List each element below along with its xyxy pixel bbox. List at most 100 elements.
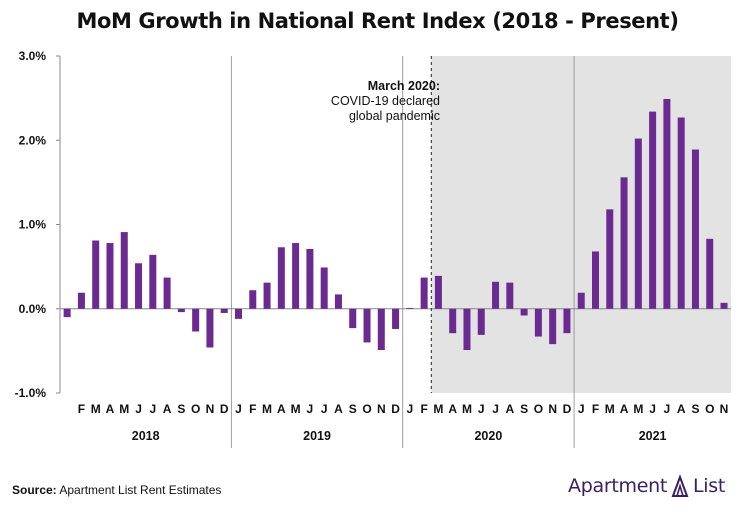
bar: [563, 308, 571, 334]
month-label: D: [563, 402, 572, 416]
bar: [292, 243, 300, 309]
month-label: A: [163, 402, 172, 416]
month-label: M: [91, 402, 101, 416]
bar: [534, 308, 542, 337]
year-label: 2019: [303, 429, 331, 443]
month-label: J: [578, 402, 585, 416]
bar: [92, 240, 100, 309]
bar: [63, 308, 71, 318]
month-label: J: [149, 402, 156, 416]
shaded-pandemic-region: [431, 56, 731, 393]
month-label: S: [349, 402, 357, 416]
month-label: A: [620, 402, 629, 416]
bar: [363, 308, 371, 343]
bar: [249, 290, 257, 309]
month-label: O: [705, 402, 714, 416]
month-label: M: [605, 402, 615, 416]
bar: [263, 282, 271, 309]
bar-layer: [63, 98, 728, 351]
month-label: F: [78, 402, 85, 416]
y-tick-label: 2.0%: [19, 133, 47, 147]
source-note: Source: Apartment List Rent Estimates: [12, 483, 221, 497]
y-tick-label: 0.0%: [19, 302, 47, 316]
brand-mark-icon: [671, 474, 689, 497]
month-label: M: [119, 402, 129, 416]
bar: [320, 267, 328, 309]
annotation-layer: March 2020: COVID-19 declared global pan…: [331, 56, 440, 393]
bar: [177, 308, 185, 313]
month-label: N: [548, 402, 557, 416]
bar: [520, 308, 528, 316]
year-label: 2021: [639, 429, 667, 443]
annotation-line-2: COVID-19 declared: [331, 94, 440, 108]
bar: [334, 294, 342, 309]
month-label: M: [433, 402, 443, 416]
month-label: F: [249, 402, 256, 416]
bar: [663, 98, 671, 309]
month-label: D: [391, 402, 400, 416]
month-label: J: [135, 402, 142, 416]
source-text: Apartment List Rent Estimates: [59, 483, 222, 497]
bar: [649, 111, 657, 309]
month-label: A: [106, 402, 115, 416]
bar: [506, 282, 514, 309]
month-label: F: [592, 402, 599, 416]
bar: [77, 292, 85, 309]
bar: [492, 281, 500, 309]
brand-name-left: Apartment: [568, 475, 667, 497]
source-label: Source:: [12, 483, 57, 497]
bar: [192, 308, 200, 332]
year-label: 2018: [132, 429, 160, 443]
month-label: M: [462, 402, 472, 416]
month-label: J: [478, 402, 485, 416]
bar: [406, 307, 414, 309]
annotation-line-1: March 2020:: [368, 79, 440, 93]
month-label: A: [448, 402, 457, 416]
month-label: S: [177, 402, 185, 416]
month-label: F: [420, 402, 427, 416]
bar: [349, 308, 357, 329]
bar: [149, 254, 157, 309]
bar: [135, 263, 143, 309]
bar: [392, 308, 400, 329]
month-label: O: [191, 402, 200, 416]
bar: [120, 232, 128, 309]
month-label: A: [334, 402, 343, 416]
month-label: J: [407, 402, 414, 416]
bar: [463, 308, 471, 351]
brand-logo: Apartment List: [568, 474, 725, 498]
bar: [434, 275, 442, 309]
year-label: 2020: [474, 429, 502, 443]
bar: [677, 117, 685, 309]
month-label: D: [220, 402, 229, 416]
month-label: M: [633, 402, 643, 416]
month-label: O: [362, 402, 371, 416]
shade-layer: [431, 56, 731, 393]
bar: [577, 292, 585, 309]
month-label: S: [520, 402, 528, 416]
bar: [277, 247, 285, 309]
bar: [720, 302, 728, 309]
bar: [420, 277, 428, 309]
y-tick-label: -1.0%: [15, 386, 47, 400]
bar: [206, 308, 214, 348]
annotation-line-3: global pandemic: [349, 109, 440, 123]
month-label: A: [505, 402, 514, 416]
month-label: A: [677, 402, 686, 416]
bar: [235, 308, 242, 319]
month-label: A: [277, 402, 286, 416]
chart-title: MoM Growth in National Rent Index (2018 …: [76, 9, 679, 33]
month-label: J: [307, 402, 314, 416]
brand-name-right: List: [692, 475, 725, 497]
month-label: J: [664, 402, 671, 416]
month-label: J: [321, 402, 328, 416]
month-label: J: [492, 402, 499, 416]
bar: [592, 251, 599, 309]
bar: [706, 238, 714, 309]
bar: [549, 308, 557, 345]
y-tick-label: 1.0%: [19, 218, 47, 232]
month-label: M: [291, 402, 301, 416]
month-label: J: [235, 402, 242, 416]
